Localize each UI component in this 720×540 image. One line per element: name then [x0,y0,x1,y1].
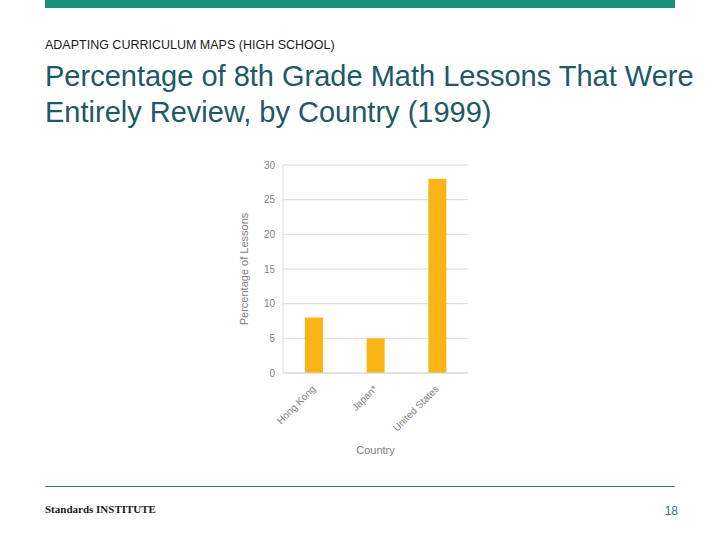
svg-text:30: 30 [264,160,276,171]
svg-text:20: 20 [264,229,276,240]
svg-text:Country: Country [356,444,395,456]
svg-text:Percentage of Lessons: Percentage of Lessons [238,212,250,325]
svg-text:5: 5 [269,333,275,344]
svg-text:0: 0 [269,368,275,379]
html-text:Percentage of 8th Grade Math L: Percentage of 8th Grade Math Lessons Tha… [45,60,694,128]
svg-text:Japan*: Japan* [350,383,380,413]
svg-text:10: 10 [264,298,276,309]
html-text:18: 18 [664,504,678,518]
svg-text:Hong Kong: Hong Kong [275,383,318,426]
svg-text:15: 15 [264,264,276,275]
html-text:Standards INSTITUTE: Standards INSTITUTE [45,503,156,515]
svg-text:United States: United States [391,383,441,433]
svg-text:25: 25 [264,194,276,205]
html-text:ADAPTING CURRICULUM MAPS (HIGH: ADAPTING CURRICULUM MAPS (HIGH SCHOOL) [45,38,335,52]
